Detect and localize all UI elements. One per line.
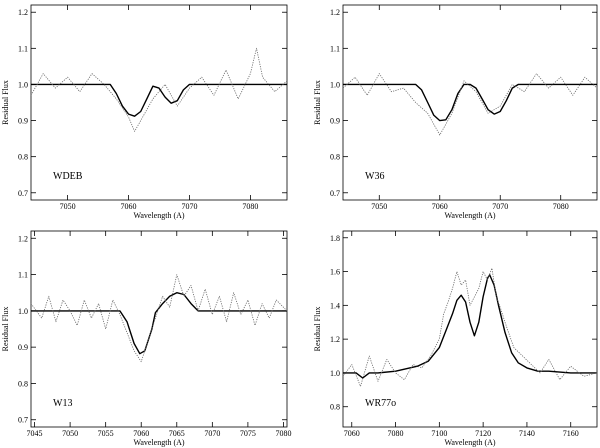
y-tick-label: 0.8 bbox=[18, 379, 28, 388]
x-axis-label: Wavelength (A) bbox=[133, 438, 184, 447]
x-axis-label: Wavelength (A) bbox=[133, 211, 184, 220]
y-tick-label: 1.0 bbox=[18, 307, 28, 316]
y-axis-label: Residual Flux bbox=[313, 307, 322, 352]
y-tick-label: 1.1 bbox=[18, 271, 28, 280]
y-tick-label: 0.9 bbox=[330, 117, 340, 126]
y-tick-label: 0.8 bbox=[330, 153, 340, 162]
y-tick-label: 1.0 bbox=[18, 80, 28, 89]
x-tick-label: 7080 bbox=[388, 429, 404, 438]
y-tick-label: 0.7 bbox=[330, 189, 340, 198]
x-tick-label: 7070 bbox=[492, 202, 508, 211]
y-tick-label: 0.7 bbox=[18, 416, 28, 425]
y-axis-label: Residual Flux bbox=[1, 307, 10, 352]
model-fit-line bbox=[31, 83, 287, 117]
y-tick-label: 0.7 bbox=[18, 189, 28, 198]
x-tick-label: 7120 bbox=[475, 429, 491, 438]
y-tick-label: 1.8 bbox=[330, 234, 340, 243]
y-tick-label: 1.1 bbox=[330, 44, 340, 53]
y-tick-label: 1.0 bbox=[330, 80, 340, 89]
x-tick-label: 7055 bbox=[98, 429, 114, 438]
x-tick-label: 7050 bbox=[60, 202, 76, 211]
model-fit-line bbox=[343, 274, 597, 379]
x-tick-label: 7070 bbox=[181, 202, 197, 211]
y-tick-label: 1.2 bbox=[330, 335, 340, 344]
plot-frame bbox=[342, 4, 598, 201]
x-axis-label: Wavelength (A) bbox=[444, 438, 495, 447]
y-tick-label: 1.6 bbox=[330, 268, 340, 277]
plot-frame bbox=[30, 4, 288, 201]
x-tick-label: 7070 bbox=[204, 429, 220, 438]
panel-label: WR77o bbox=[365, 398, 396, 409]
plot-frame bbox=[342, 230, 598, 428]
y-axis-label: Residual Flux bbox=[1, 80, 10, 125]
x-tick-label: 7080 bbox=[242, 202, 258, 211]
x-axis-label: Wavelength (A) bbox=[444, 211, 495, 220]
y-tick-label: 1.1 bbox=[18, 44, 28, 53]
x-tick-label: 7060 bbox=[133, 429, 149, 438]
x-tick-label: 7050 bbox=[62, 429, 78, 438]
x-tick-label: 7080 bbox=[553, 202, 569, 211]
y-tick-label: 0.8 bbox=[330, 403, 340, 412]
x-tick-label: 7100 bbox=[431, 429, 447, 438]
y-tick-label: 1.4 bbox=[330, 301, 340, 310]
x-tick-label: 7060 bbox=[432, 202, 448, 211]
panel-w13: 7045 7050 7055 7060 7065 7070 7075 7080 0.7 0.8 0.… bbox=[1, 230, 291, 447]
x-tick-label: 7045 bbox=[27, 429, 43, 438]
x-tick-label: 7075 bbox=[240, 429, 256, 438]
observed-spectrum-line bbox=[342, 267, 598, 387]
x-tick-label: 7160 bbox=[563, 429, 579, 438]
observed-spectrum-line bbox=[30, 274, 288, 363]
y-tick-label: 0.8 bbox=[18, 153, 28, 162]
x-tick-label: 7080 bbox=[275, 429, 291, 438]
panel-label: W36 bbox=[365, 171, 384, 182]
x-tick-label: 7140 bbox=[519, 429, 535, 438]
panel-label: W13 bbox=[53, 398, 72, 409]
y-tick-label: 0.9 bbox=[18, 117, 28, 126]
panel-wdeb: 7050 7060 7070 7080 0.7 0.8 0.9 1.0 1.1 1.2 Wavele… bbox=[1, 4, 288, 220]
y-axis-label: Residual Flux bbox=[313, 80, 322, 125]
plot-frame bbox=[30, 230, 288, 428]
panel-w36: 7050 7060 7070 7080 0.7 0.8 0.9 1.0 1.1 1.2 Wavele… bbox=[313, 4, 598, 220]
x-tick-label: 7065 bbox=[169, 429, 185, 438]
observed-spectrum-line bbox=[342, 73, 598, 136]
y-tick-label: 1.0 bbox=[330, 369, 340, 378]
panel-label: WDEB bbox=[53, 171, 83, 182]
y-tick-label: 1.2 bbox=[18, 234, 28, 243]
y-tick-label: 1.2 bbox=[18, 8, 28, 17]
model-fit-line bbox=[343, 83, 597, 122]
x-tick-label: 7050 bbox=[371, 202, 387, 211]
x-tick-label: 7060 bbox=[121, 202, 137, 211]
x-tick-label: 7060 bbox=[344, 429, 360, 438]
panel-wr77o: 7060 7080 7100 7120 7140 7160 0.8 1.0 1.2 1.4 1.6 1… bbox=[313, 230, 598, 447]
y-tick-label: 1.2 bbox=[330, 8, 340, 17]
observed-spectrum-line bbox=[30, 47, 288, 132]
model-fit-line bbox=[31, 292, 287, 355]
y-tick-label: 0.9 bbox=[18, 343, 28, 352]
